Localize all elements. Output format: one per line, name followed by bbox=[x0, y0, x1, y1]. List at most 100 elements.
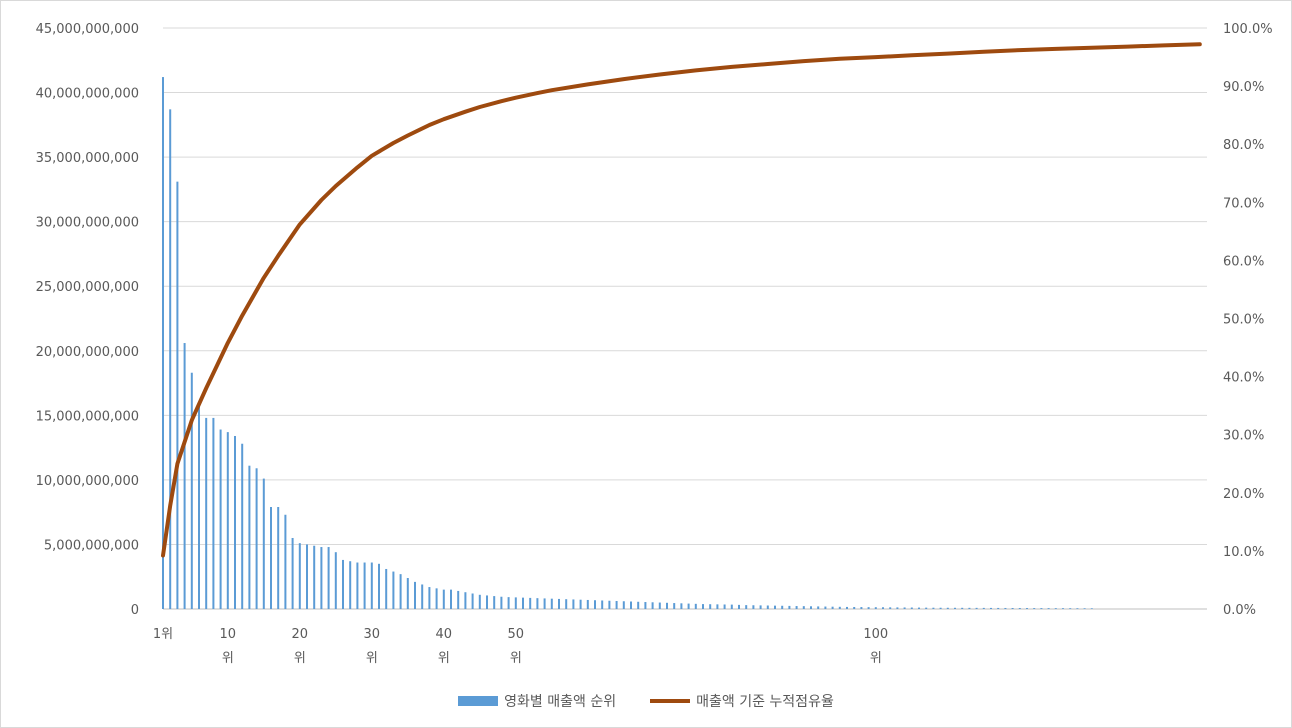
cumulative-share-line bbox=[161, 42, 1202, 558]
bar bbox=[867, 607, 870, 609]
bar bbox=[738, 604, 740, 609]
bar bbox=[198, 403, 200, 609]
bar bbox=[702, 604, 704, 609]
left-tick-label: 5,000,000,000 bbox=[44, 538, 139, 553]
bar bbox=[658, 602, 661, 609]
bar bbox=[910, 607, 913, 609]
bar bbox=[651, 602, 654, 609]
bar bbox=[284, 514, 287, 609]
bar bbox=[1062, 608, 1064, 609]
bar bbox=[442, 589, 445, 609]
bar bbox=[471, 593, 474, 609]
bar bbox=[680, 603, 683, 609]
bar bbox=[320, 547, 323, 609]
right-tick-label: 0.0% bbox=[1223, 603, 1256, 618]
x-tick-label: 50 위 bbox=[508, 627, 525, 666]
bar bbox=[716, 604, 719, 609]
bar bbox=[529, 597, 532, 609]
bar bbox=[1090, 608, 1093, 609]
bar bbox=[759, 605, 762, 609]
left-tick-label: 15,000,000,000 bbox=[36, 409, 139, 424]
x-tick-label: 10 위 bbox=[220, 627, 237, 666]
bar-series bbox=[162, 77, 1093, 610]
left-tick-label: 20,000,000,000 bbox=[36, 345, 139, 360]
bar bbox=[622, 601, 625, 609]
bar bbox=[601, 600, 604, 609]
right-tick-label: 80.0% bbox=[1223, 138, 1264, 153]
left-tick-label: 10,000,000,000 bbox=[36, 474, 139, 489]
bar bbox=[918, 607, 920, 609]
bar bbox=[543, 598, 546, 609]
bar bbox=[1069, 608, 1072, 609]
bar bbox=[1018, 608, 1021, 609]
bar bbox=[730, 604, 733, 609]
bar bbox=[932, 607, 935, 609]
bar bbox=[853, 606, 856, 609]
right-tick-label: 30.0% bbox=[1223, 429, 1264, 444]
bar bbox=[673, 603, 676, 609]
bar bbox=[1004, 607, 1007, 609]
bar bbox=[1011, 607, 1014, 609]
bar bbox=[997, 607, 1000, 609]
bar bbox=[579, 599, 582, 609]
bar bbox=[277, 507, 280, 609]
bar bbox=[313, 545, 316, 609]
bar bbox=[176, 181, 179, 610]
bar bbox=[550, 598, 553, 609]
bar bbox=[370, 562, 373, 609]
legend-swatch-line bbox=[650, 699, 691, 703]
legend-item-bar[interactable]: 영화별 매출액 순위 bbox=[458, 691, 616, 711]
bar bbox=[1040, 608, 1043, 609]
bar bbox=[990, 607, 992, 609]
bar bbox=[212, 417, 215, 609]
bar bbox=[507, 597, 510, 609]
bar bbox=[824, 606, 827, 609]
bar bbox=[838, 606, 841, 609]
bar bbox=[874, 607, 877, 609]
bar bbox=[802, 606, 805, 609]
legend-item-line[interactable]: 매출액 기준 누적점유율 bbox=[650, 691, 834, 711]
bar bbox=[169, 109, 172, 609]
bar bbox=[788, 605, 791, 609]
left-tick-label: 40,000,000,000 bbox=[36, 87, 139, 102]
bar bbox=[457, 590, 460, 609]
bar bbox=[954, 607, 956, 609]
left-tick-label: 45,000,000,000 bbox=[36, 22, 139, 37]
bar bbox=[615, 600, 618, 609]
bar bbox=[774, 605, 776, 609]
bar bbox=[882, 607, 884, 609]
bar bbox=[637, 601, 640, 609]
bar bbox=[860, 607, 863, 609]
bar bbox=[946, 607, 949, 609]
bar bbox=[810, 606, 812, 609]
bar bbox=[406, 578, 409, 609]
bar bbox=[464, 592, 467, 609]
bar bbox=[522, 597, 524, 609]
right-tick-label: 90.0% bbox=[1223, 80, 1264, 95]
bar bbox=[414, 581, 416, 609]
bar bbox=[1076, 608, 1079, 609]
bar bbox=[846, 606, 848, 609]
line-series bbox=[161, 42, 1202, 558]
left-tick-label: 0 bbox=[131, 603, 139, 618]
legend-swatch-bar bbox=[458, 696, 499, 706]
bar bbox=[1047, 608, 1050, 609]
right-tick-label: 50.0% bbox=[1223, 313, 1264, 328]
bar bbox=[291, 537, 294, 609]
bar bbox=[399, 574, 402, 609]
bar bbox=[831, 606, 834, 609]
bar bbox=[694, 603, 697, 609]
bar bbox=[1083, 608, 1086, 609]
legend: 영화별 매출액 순위 매출액 기준 누적점유율 bbox=[1, 691, 1291, 711]
bar bbox=[939, 607, 942, 609]
bar bbox=[608, 600, 611, 609]
bar bbox=[975, 607, 978, 609]
left-tick-label: 25,000,000,000 bbox=[36, 280, 139, 295]
x-tick-label: 1위 bbox=[153, 627, 173, 642]
bar bbox=[306, 544, 308, 609]
left-tick-label: 35,000,000,000 bbox=[36, 151, 139, 166]
bar bbox=[450, 589, 452, 609]
bar bbox=[342, 559, 344, 609]
